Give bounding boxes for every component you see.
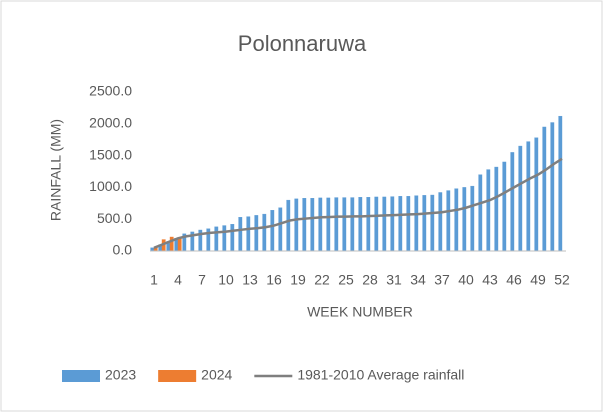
bar bbox=[374, 196, 379, 252]
bar bbox=[542, 126, 547, 252]
bar bbox=[422, 195, 427, 252]
bar bbox=[342, 197, 347, 252]
bar bbox=[534, 137, 539, 252]
bar bbox=[270, 210, 275, 252]
x-tick-label: 7 bbox=[198, 272, 206, 288]
bar bbox=[502, 161, 507, 252]
x-tick-label: 25 bbox=[338, 272, 354, 288]
chart-title: Polonnaruwa bbox=[238, 31, 367, 56]
y-tick-label: 2500.0 bbox=[89, 83, 132, 99]
bar bbox=[254, 215, 259, 252]
x-tick-label: 37 bbox=[434, 272, 450, 288]
bar bbox=[246, 216, 251, 252]
bar bbox=[470, 185, 475, 252]
y-tick-label: 1000.0 bbox=[89, 178, 132, 194]
x-tick-label: 31 bbox=[386, 272, 402, 288]
y-tick-label: 500.0 bbox=[97, 210, 132, 226]
average-line bbox=[153, 157, 563, 249]
x-tick-label: 10 bbox=[218, 272, 234, 288]
bar bbox=[414, 195, 419, 252]
bar bbox=[398, 196, 403, 252]
x-tick-label: 4 bbox=[174, 272, 182, 288]
x-tick-label: 49 bbox=[530, 272, 546, 288]
bar bbox=[286, 199, 291, 252]
y-axis-label: RAINFALL (MM) bbox=[48, 119, 64, 221]
bar bbox=[366, 197, 371, 252]
legend-label: 1981-2010 Average rainfall bbox=[297, 367, 464, 383]
bar bbox=[326, 197, 331, 252]
bar bbox=[526, 141, 531, 252]
bar bbox=[262, 213, 267, 252]
bar bbox=[334, 197, 339, 252]
bar bbox=[238, 217, 243, 252]
legend-swatch bbox=[158, 370, 197, 382]
y-tick-label: 1500.0 bbox=[89, 146, 132, 162]
bar bbox=[350, 197, 355, 252]
bar bbox=[294, 198, 299, 252]
x-axis-label: WEEK NUMBER bbox=[307, 304, 413, 320]
bar bbox=[462, 187, 467, 252]
bar bbox=[358, 197, 363, 252]
bar bbox=[494, 166, 499, 252]
x-tick-label: 40 bbox=[458, 272, 474, 288]
x-tick-label: 19 bbox=[290, 272, 306, 288]
bar bbox=[454, 188, 459, 252]
bar bbox=[438, 192, 443, 252]
x-tick-label: 43 bbox=[482, 272, 498, 288]
bar bbox=[230, 224, 235, 252]
bar bbox=[518, 145, 523, 252]
bar bbox=[486, 169, 491, 252]
bar bbox=[177, 238, 182, 252]
legend-swatch bbox=[62, 370, 100, 382]
bar bbox=[382, 196, 387, 252]
y-tick-label: 0.0 bbox=[113, 242, 133, 258]
bar bbox=[478, 174, 483, 252]
y-tick-label: 2000.0 bbox=[89, 115, 132, 131]
bar bbox=[278, 207, 283, 252]
bar bbox=[318, 197, 323, 252]
x-tick-label: 46 bbox=[506, 272, 522, 288]
x-tick-label: 28 bbox=[362, 272, 378, 288]
bar bbox=[390, 196, 395, 252]
bar bbox=[510, 152, 515, 252]
bar bbox=[222, 225, 227, 252]
x-tick-label: 13 bbox=[242, 272, 258, 288]
x-tick-label: 52 bbox=[554, 272, 570, 288]
bar bbox=[302, 198, 307, 252]
bar bbox=[214, 226, 219, 252]
bar bbox=[446, 190, 451, 252]
bar bbox=[558, 115, 563, 252]
x-tick-label: 1 bbox=[150, 272, 158, 288]
bar bbox=[430, 194, 435, 252]
x-tick-label: 34 bbox=[410, 272, 426, 288]
bar bbox=[550, 122, 555, 252]
legend-label: 2024 bbox=[201, 367, 232, 383]
legend-label: 2023 bbox=[105, 367, 136, 383]
x-tick-label: 16 bbox=[266, 272, 282, 288]
bar bbox=[406, 196, 411, 252]
bar bbox=[310, 198, 315, 252]
x-tick-label: 22 bbox=[314, 272, 330, 288]
